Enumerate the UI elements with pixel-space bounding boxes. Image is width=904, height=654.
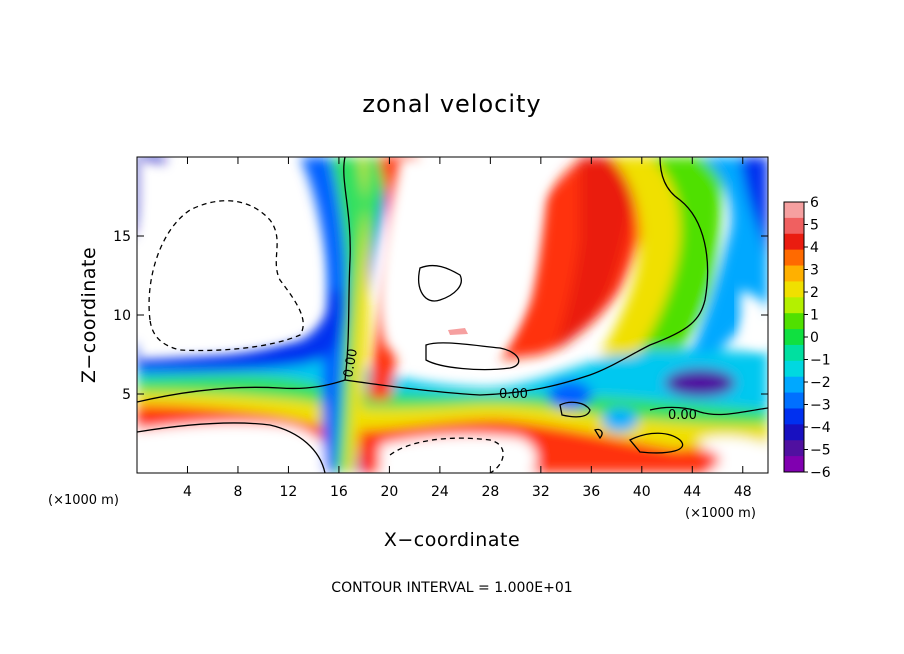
x-tick-label: 20 [380, 484, 398, 500]
colorbar-label: −3 [810, 398, 831, 414]
colorbar-swatch [784, 217, 804, 235]
x-unit-label-right: (×1000 m) [685, 506, 756, 521]
x-tick-label: 32 [532, 484, 550, 500]
colorbar-label: −1 [810, 353, 831, 369]
colorbar-swatch [784, 313, 804, 330]
x-tick-label: 28 [481, 484, 499, 500]
contour-label-2: 0.00 [499, 387, 528, 402]
x-tick-label: 12 [280, 484, 298, 500]
x-axis-title: X−coordinate [384, 529, 520, 551]
colorbar-swatch [784, 408, 804, 425]
colorbar-label: −5 [810, 443, 831, 459]
x-unit-label-left: (×1000 m) [48, 493, 119, 508]
colorbar-swatch [784, 329, 804, 346]
colorbar-swatch [784, 281, 804, 298]
colorbar-swatch [784, 297, 804, 314]
colorbar-swatch [784, 233, 804, 251]
contour-label-3: 0.00 [668, 408, 697, 423]
colorbar-swatch [784, 360, 804, 378]
colorbar-label: 6 [810, 195, 819, 211]
x-tick-label: 16 [330, 484, 348, 500]
x-axis-ticks: 4 8 12 16 20 24 28 32 36 40 44 48 [183, 157, 752, 500]
colorbar: 6 5 4 3 2 1 0 −1 −2 −3 −4 −5 −6 [783, 195, 831, 481]
x-tick-label: 40 [633, 484, 651, 500]
colorbar-swatch [784, 392, 804, 409]
y-tick-label: 10 [113, 308, 131, 324]
colorbar-label: −2 [810, 375, 831, 391]
contour-lines [137, 157, 768, 473]
contour-label-1: 0.00 [341, 348, 361, 379]
contour-labels: 0.00 0.00 0.00 [341, 348, 697, 423]
colorbar-swatch [784, 440, 804, 457]
colorbar-label: 0 [810, 330, 819, 346]
x-tick-label: 8 [233, 484, 242, 500]
colorbar-label: −4 [810, 420, 831, 436]
colorbar-swatch [784, 249, 804, 267]
colorbar-swatch [784, 424, 804, 441]
colorbar-label: 5 [810, 218, 819, 234]
contour-interval-note: CONTOUR INTERVAL = 1.000E+01 [331, 580, 572, 596]
colorbar-label: 3 [810, 263, 819, 279]
heatmap-field [137, 157, 768, 473]
colorbar-swatch [784, 265, 804, 282]
x-tick-label: 4 [183, 484, 192, 500]
colorbar-swatch [784, 376, 804, 394]
x-tick-label: 36 [582, 484, 600, 500]
colorbar-swatch [784, 344, 804, 362]
x-tick-label: 44 [683, 484, 701, 500]
colorbar-label: 2 [810, 285, 819, 301]
colorbar-label: −6 [810, 465, 831, 481]
colorbar-swatch [784, 456, 804, 473]
colorbar-swatch [784, 202, 804, 219]
colorbar-label: 4 [810, 240, 819, 256]
y-tick-label: 15 [113, 229, 131, 245]
y-axis-title: Z−coordinate [78, 247, 100, 383]
y-tick-label: 5 [122, 387, 131, 403]
x-tick-label: 24 [431, 484, 449, 500]
y-axis-ticks: 5 10 15 [113, 229, 768, 403]
chart-title: zonal velocity [362, 90, 541, 118]
x-tick-label: 48 [734, 484, 752, 500]
colorbar-label: 1 [810, 308, 819, 324]
